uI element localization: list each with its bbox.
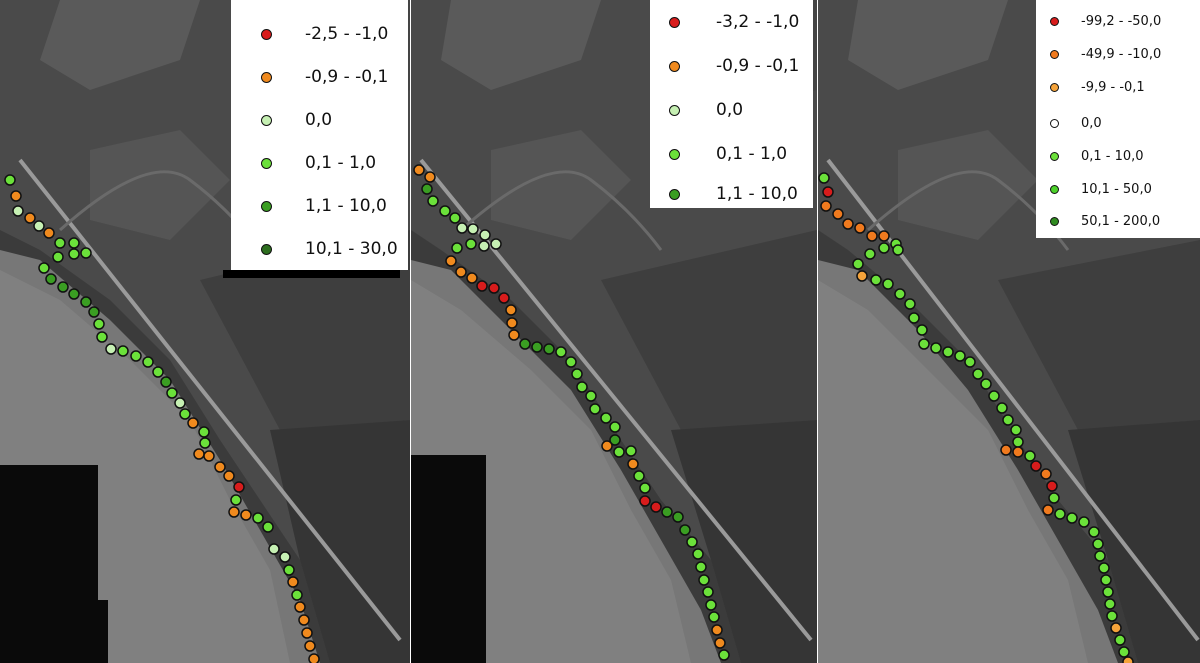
legend-label: 10,1 - 30,0 (305, 239, 398, 259)
legend-label: -49,9 - -10,0 (1081, 47, 1162, 62)
legend-3-item: 50,1 - 200,0 (1050, 214, 1160, 229)
legend-2-item: 0,0 (669, 100, 743, 120)
legend-label: 0,0 (305, 110, 333, 130)
legend-3-item: 0,1 - 10,0 (1050, 149, 1144, 164)
legend-1-item: 0,1 - 1,0 (261, 153, 376, 173)
legend-3-item: -49,9 - -10,0 (1050, 47, 1161, 62)
legend-swatch (1050, 50, 1059, 59)
legend-3-item: -9,9 - -0,1 (1050, 80, 1145, 95)
legend-label: 0,1 - 1,0 (305, 153, 377, 173)
legend-swatch (261, 157, 272, 169)
legend-3: -99,2 - -50,0 -49,9 - -10,0 -9,9 - -0,1 … (1036, 0, 1200, 238)
legend-swatch (669, 16, 680, 28)
legend-swatch (669, 188, 680, 200)
legend-swatch (261, 243, 272, 255)
legend-label: 0,0 (1081, 116, 1102, 131)
legend-1-item: 0,0 (261, 110, 332, 130)
legend-label: 1,1 - 10,0 (305, 196, 387, 216)
legend-swatch (261, 28, 272, 40)
legend-1: -2,5 - -1,0 -0,9 - -0,1 0,0 0,1 - 1,0 1,… (223, 0, 408, 278)
legend-label: 0,0 (716, 100, 744, 120)
legend-label: 50,1 - 200,0 (1081, 214, 1161, 229)
legend-3-item: 10,1 - 50,0 (1050, 182, 1152, 197)
legend-label: 0,1 - 1,0 (716, 144, 788, 164)
aerial-basemap-2 (411, 0, 817, 663)
legend-label: -0,9 - -0,1 (305, 67, 389, 87)
legend-swatch (1050, 217, 1059, 226)
legend-label: -2,5 - -1,0 (305, 24, 389, 44)
legend-2-item: -3,2 - -1,0 (669, 12, 799, 32)
legend-label: 0,1 - 10,0 (1081, 149, 1144, 164)
legend-1-item: -2,5 - -1,0 (261, 24, 388, 44)
legend-swatch (261, 114, 272, 126)
legend-swatch (1050, 152, 1059, 161)
legend-swatch (1050, 119, 1059, 128)
legend-1-item: 10,1 - 30,0 (261, 239, 398, 259)
legend-swatch (1050, 185, 1059, 194)
legend-swatch (669, 60, 680, 72)
measurement-points-3 (818, 172, 1134, 663)
legend-2-item: 0,1 - 1,0 (669, 144, 787, 164)
legend-swatch (1050, 17, 1059, 26)
legend-swatch (261, 200, 272, 212)
legend-label: -3,2 - -1,0 (716, 12, 800, 32)
legend-swatch (669, 104, 680, 116)
legend-label: -99,2 - -50,0 (1081, 14, 1162, 29)
legend-label: -9,9 - -0,1 (1081, 80, 1145, 95)
legend-3-item: 0,0 (1050, 116, 1102, 131)
legend-1-item: -0,9 - -0,1 (261, 67, 388, 87)
legend-swatch (1050, 83, 1059, 92)
legend-2: -3,2 - -1,0 -0,9 - -0,1 0,0 0,1 - 1,0 1,… (650, 0, 813, 208)
legend-2-item: -0,9 - -0,1 (669, 56, 799, 76)
legend-2-item: 1,1 - 10,0 (669, 184, 798, 204)
legend-swatch (669, 148, 680, 160)
measurement-points-2 (413, 164, 730, 661)
legend-1-item: 1,1 - 10,0 (261, 196, 387, 216)
legend-label: 10,1 - 50,0 (1081, 182, 1152, 197)
map-panel-2 (411, 0, 817, 663)
legend-3-item: -99,2 - -50,0 (1050, 14, 1161, 29)
legend-label: -0,9 - -0,1 (716, 56, 800, 76)
measurement-points-1 (4, 174, 320, 663)
legend-label: 1,1 - 10,0 (716, 184, 798, 204)
legend-swatch (261, 71, 272, 83)
